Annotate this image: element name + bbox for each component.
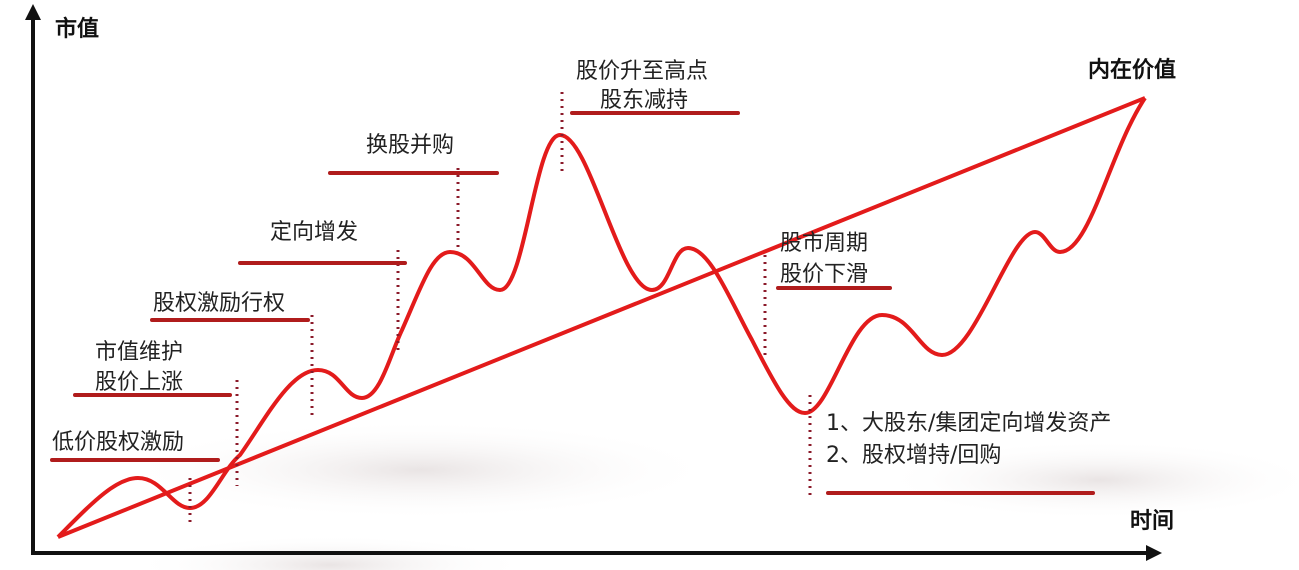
x-axis-label: 时间 xyxy=(1130,509,1175,534)
annotation-cycle-2: 股价下滑 xyxy=(780,262,869,287)
annotation-maintenance-1: 市值维护 xyxy=(95,340,184,365)
intrinsic-value-label: 内在价值 xyxy=(1088,58,1177,83)
y-axis-arrow-icon xyxy=(25,4,41,20)
annotation-peak-1: 股价升至高点 xyxy=(576,59,709,84)
market-value-curve xyxy=(56,96,1147,539)
annotation-maintenance-2: 股价上涨 xyxy=(95,370,184,395)
intrinsic-value-line xyxy=(57,96,1146,539)
annotation-recovery-1: 1、大股东/集团定向增发资产 xyxy=(826,411,1112,436)
background-mountain xyxy=(880,440,1299,520)
annotation-placement: 定向增发 xyxy=(270,220,359,245)
dotted-markers xyxy=(188,92,812,522)
y-axis-label: 市值 xyxy=(55,17,100,42)
annotation-cycle-1: 股市周期 xyxy=(780,231,869,256)
annotation-merger: 换股并购 xyxy=(366,133,455,158)
annotation-exercise: 股权激励行权 xyxy=(153,291,286,316)
annotation-low-price: 低价股权激励 xyxy=(52,430,185,455)
underlines xyxy=(50,111,1095,495)
annotation-peak-2: 股东减持 xyxy=(600,88,689,113)
x-axis-arrow-icon xyxy=(1146,545,1162,561)
annotation-recovery-2: 2、股权增持/回购 xyxy=(826,443,1002,468)
background-mountain xyxy=(120,420,720,520)
